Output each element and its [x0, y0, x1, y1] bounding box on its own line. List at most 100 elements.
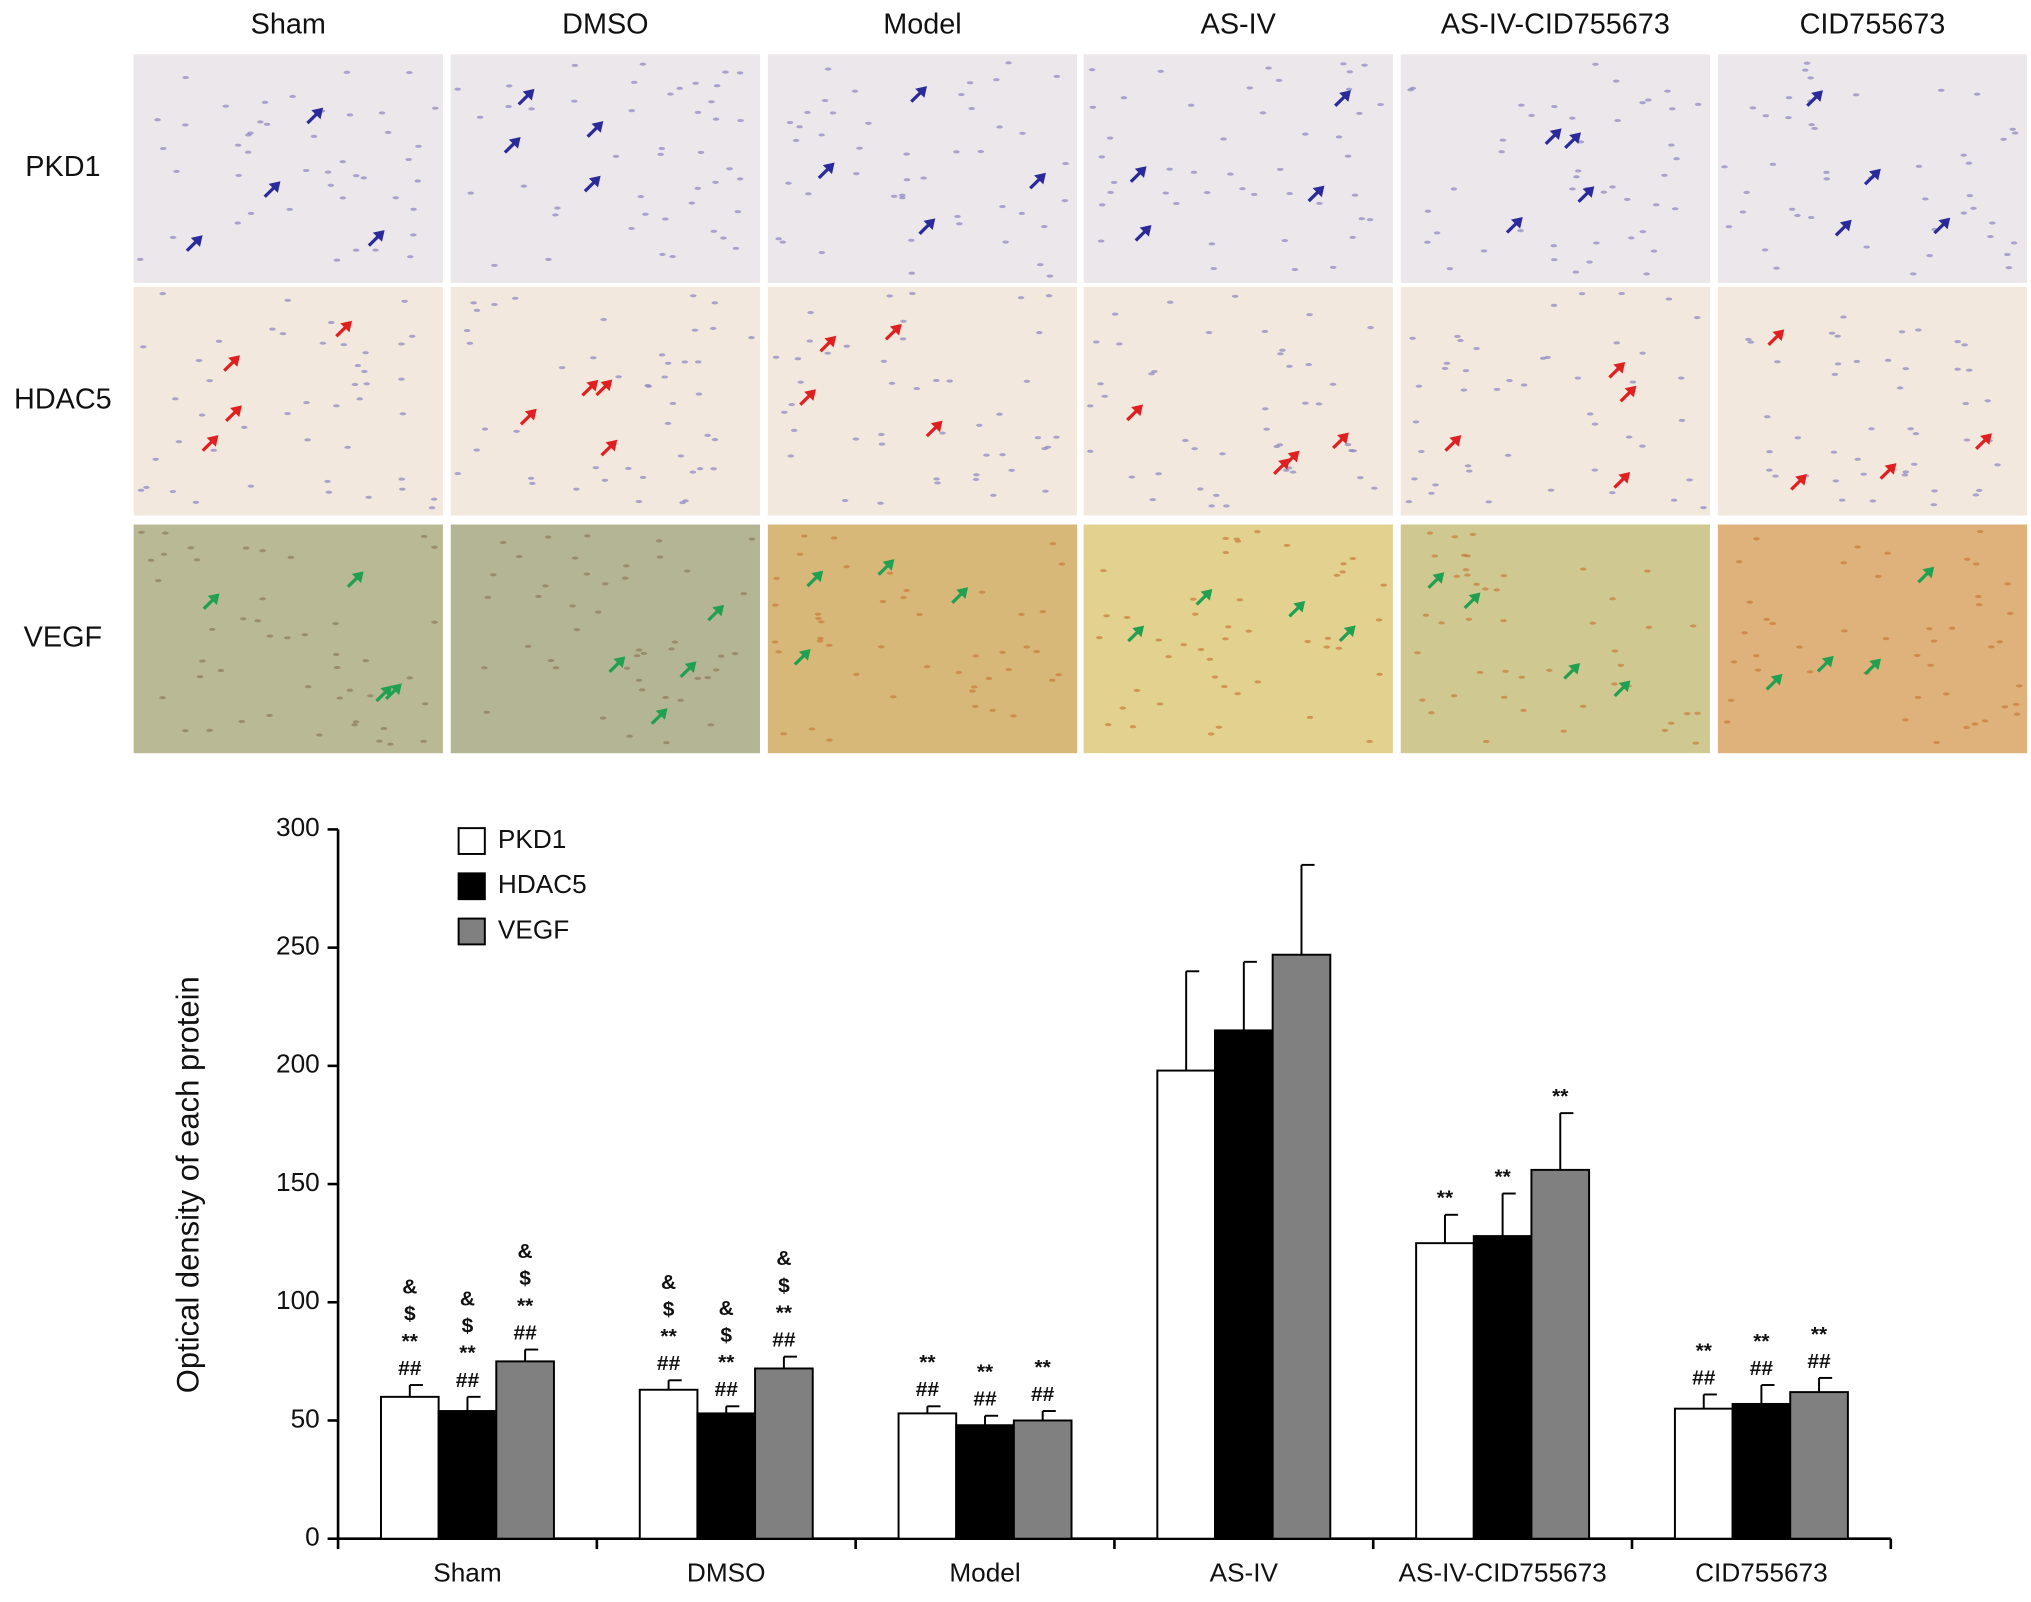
cell-nucleus [2013, 712, 2021, 716]
cell-nucleus [688, 201, 696, 205]
cell-nucleus [470, 301, 477, 305]
cell-nucleus [899, 193, 906, 197]
column-label: AS-IV-CID755673 [1441, 9, 1670, 41]
cell-nucleus [340, 343, 348, 347]
cell-nucleus [1104, 723, 1112, 727]
cell-nucleus [736, 177, 744, 181]
significance-label: ## [456, 1369, 480, 1392]
legend-label: HDAC5 [498, 869, 587, 899]
cell-nucleus [796, 125, 803, 129]
cell-nucleus [454, 87, 461, 91]
cell-nucleus [552, 213, 559, 217]
cell-nucleus [319, 341, 327, 345]
cell-nucleus [1572, 270, 1580, 274]
cell-nucleus [1291, 267, 1299, 272]
cell-nucleus [1761, 248, 1769, 252]
cell-nucleus [1010, 714, 1017, 718]
cell-nucleus [1473, 582, 1480, 586]
cell-nucleus [1807, 215, 1815, 220]
cell-nucleus [136, 257, 144, 261]
cell-nucleus [996, 412, 1003, 416]
cell-nucleus [535, 594, 542, 598]
cell-nucleus [1304, 639, 1312, 644]
bar [1530, 1168, 1591, 1540]
cell-nucleus [1407, 88, 1414, 92]
cell-nucleus [1211, 675, 1219, 679]
cell-nucleus [1107, 190, 1114, 194]
cell-nucleus [406, 71, 413, 75]
cell-nucleus [1611, 682, 1618, 686]
cell-nucleus [780, 732, 787, 736]
cell-nucleus [1053, 74, 1061, 78]
arrow-head [1772, 329, 1785, 341]
cell-nucleus [1520, 708, 1527, 713]
cell-nucleus [324, 170, 332, 174]
cell-nucleus [814, 612, 822, 616]
cell-nucleus [890, 194, 898, 198]
cell-nucleus [1665, 297, 1673, 301]
cell-nucleus [717, 654, 725, 658]
significance-label: $ [519, 1267, 531, 1290]
cell-nucleus [1049, 542, 1057, 546]
cell-nucleus [529, 481, 536, 486]
bar [955, 1424, 1015, 1540]
cell-nucleus [554, 206, 561, 210]
cell-nucleus [1190, 597, 1197, 601]
arrow-head [923, 218, 936, 230]
x-tick-label: Sham [433, 1558, 501, 1588]
image-grid: Sham DMSO Model AS-IV AS-IV-CID755673 CID7556… [14, 9, 2028, 754]
cell-nucleus [640, 651, 648, 655]
arrow-head [1449, 435, 1462, 447]
cell-nucleus [1446, 267, 1454, 271]
cell-nucleus [1551, 104, 1558, 109]
cell-nucleus [909, 291, 916, 296]
cell-nucleus [1769, 622, 1777, 626]
tissue-image [133, 286, 443, 516]
cell-nucleus [711, 438, 719, 442]
y-tick-label: 100 [276, 1285, 320, 1315]
cell-nucleus [664, 361, 672, 365]
cell-nucleus [1725, 225, 1733, 229]
arrow-head [1339, 90, 1351, 102]
row-label: VEGF [24, 622, 102, 654]
cell-nucleus [1683, 712, 1691, 716]
cell-nucleus [408, 334, 416, 338]
cell-nucleus [1807, 76, 1814, 80]
cell-nucleus [748, 537, 756, 541]
cell-nucleus [332, 652, 340, 656]
cell-nucleus [259, 549, 266, 553]
cell-nucleus [528, 107, 535, 111]
cell-nucleus [1639, 230, 1647, 234]
arrow-head [1624, 385, 1637, 398]
arrow-head [1510, 217, 1523, 229]
cell-nucleus [352, 720, 360, 724]
cell-nucleus [524, 644, 532, 648]
cell-nucleus [1763, 617, 1770, 621]
row-label: HDAC5 [14, 384, 112, 416]
cell-nucleus [1344, 443, 1352, 447]
cell-nucleus [1219, 452, 1226, 456]
cell-nucleus [193, 558, 201, 562]
cell-nucleus [877, 501, 884, 505]
cell-nucleus [1173, 201, 1180, 206]
cell-nucleus [865, 121, 872, 125]
cell-nucleus [1545, 668, 1553, 672]
cell-nucleus [644, 383, 651, 388]
significance-label: ## [398, 1357, 422, 1380]
significance-label: $ [404, 1303, 416, 1326]
cell-nucleus [363, 382, 370, 386]
significance-label: ## [916, 1378, 940, 1401]
cell-nucleus [1500, 574, 1508, 578]
cell-nucleus [639, 475, 647, 479]
cell-nucleus [356, 397, 363, 401]
cell-nucleus [1482, 587, 1489, 591]
cell-nucleus [1419, 698, 1426, 702]
cell-nucleus [1693, 316, 1701, 320]
arrow-head [1287, 450, 1300, 463]
cell-nucleus [602, 582, 609, 586]
cell-nucleus [623, 564, 630, 568]
cell-nucleus [999, 453, 1006, 457]
significance-label: ** [977, 1361, 994, 1384]
cell-nucleus [1222, 637, 1229, 641]
cell-nucleus [880, 359, 888, 363]
